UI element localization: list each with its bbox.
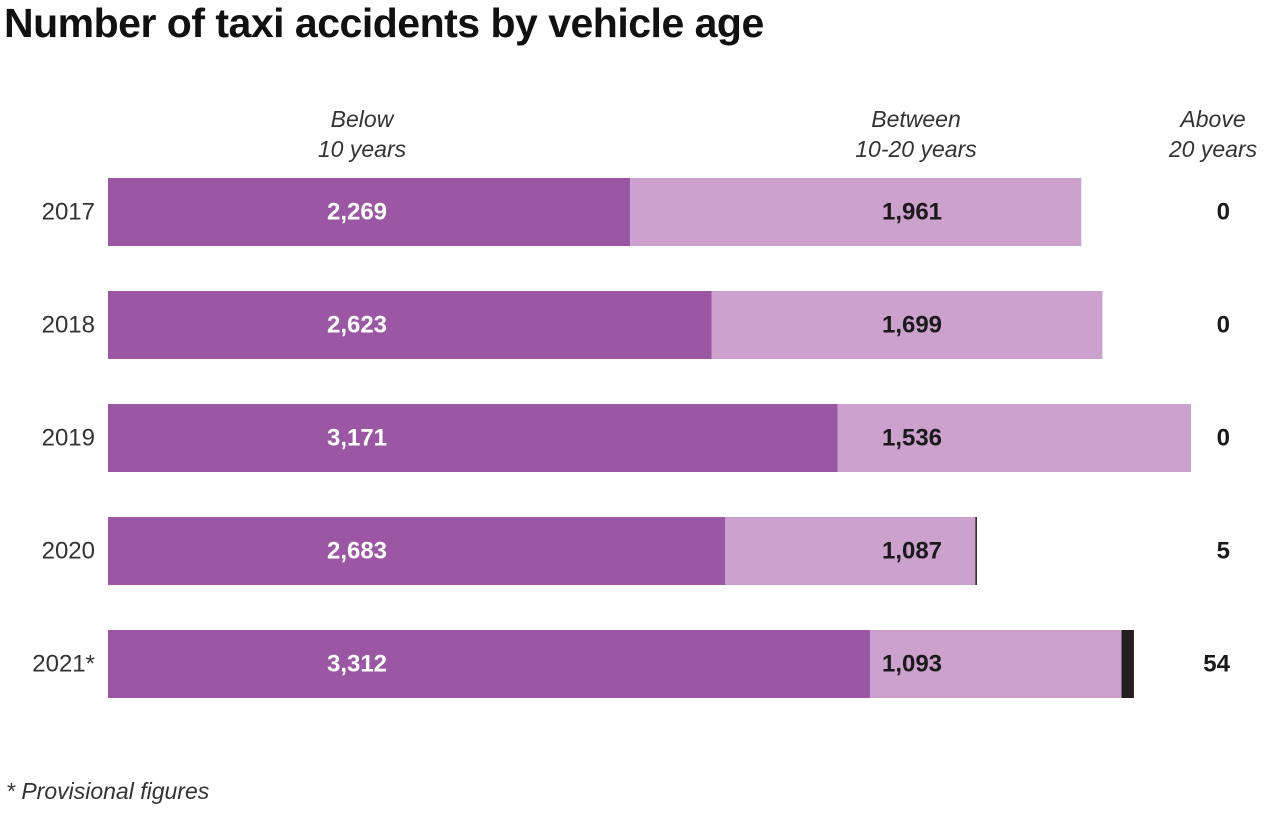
value-label-between-10-20: 1,961 xyxy=(882,199,942,226)
bar-segment-between-10-20 xyxy=(630,178,1082,246)
header-above-line1: Above xyxy=(1180,106,1246,132)
bar-segment-above-20 xyxy=(1121,630,1134,698)
value-label-between-10-20: 1,536 xyxy=(882,425,942,452)
bar-segment-below-10 xyxy=(108,630,871,698)
year-label: 2021* xyxy=(32,651,95,678)
value-label-below-10: 2,623 xyxy=(327,312,387,339)
value-label-above-20: 0 xyxy=(1217,199,1230,226)
value-label-above-20: 0 xyxy=(1217,312,1230,339)
header-below-10-years: Below 10 years xyxy=(262,104,462,164)
bar-segment-below-10 xyxy=(108,178,631,246)
header-between-line1: Between xyxy=(871,106,961,132)
bar-segment-below-10 xyxy=(108,291,712,359)
header-below-line1: Below xyxy=(330,106,394,132)
value-label-below-10: 3,171 xyxy=(327,425,387,452)
bar-segment-between-10-20 xyxy=(711,291,1103,359)
bar-segment-between-10-20 xyxy=(837,404,1191,472)
value-label-above-20: 0 xyxy=(1217,425,1230,452)
value-label-below-10: 3,312 xyxy=(327,651,387,678)
value-label-between-10-20: 1,699 xyxy=(882,312,942,339)
footnote: * Provisional figures xyxy=(6,778,210,804)
value-label-above-20: 5 xyxy=(1217,538,1230,565)
header-above-line2: 20 years xyxy=(1168,136,1258,162)
year-label: 2020 xyxy=(42,538,95,565)
header-between-10-20-years: Between 10-20 years xyxy=(816,104,1016,164)
header-below-line2: 10 years xyxy=(317,136,407,162)
bar-segment-between-10-20 xyxy=(725,517,976,585)
header-between-line2: 10-20 years xyxy=(855,136,977,162)
value-label-between-10-20: 1,093 xyxy=(882,651,942,678)
value-label-below-10: 2,269 xyxy=(327,199,387,226)
bar-segment-below-10 xyxy=(108,404,838,472)
bar-segment-between-10-20 xyxy=(870,630,1122,698)
year-label: 2019 xyxy=(42,425,95,452)
value-label-above-20: 54 xyxy=(1203,651,1230,678)
bar-segment-above-20 xyxy=(975,517,977,585)
bar-segment-below-10 xyxy=(108,517,726,585)
header-above-20-years: Above 20 years xyxy=(1113,104,1280,164)
year-label: 2017 xyxy=(42,199,95,226)
value-label-below-10: 2,683 xyxy=(327,538,387,565)
year-label: 2018 xyxy=(42,312,95,339)
value-label-between-10-20: 1,087 xyxy=(882,538,942,565)
chart-title: Number of taxi accidents by vehicle age xyxy=(4,0,764,46)
